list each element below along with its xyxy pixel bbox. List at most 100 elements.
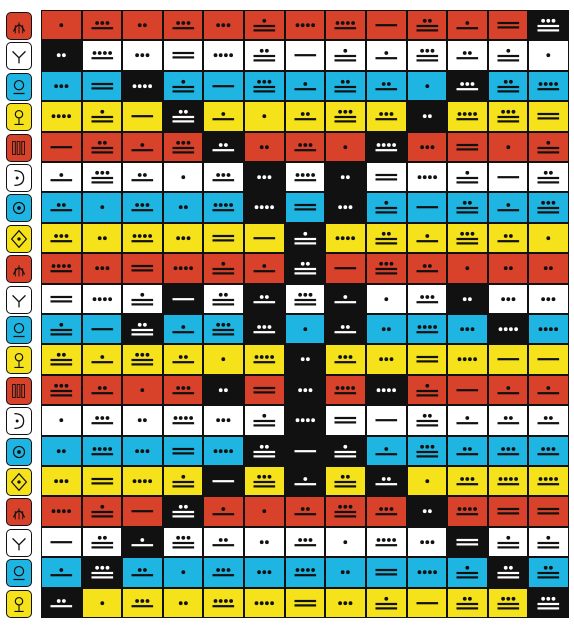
tzolkin-day-cell [162,374,204,406]
day-number-numeral [456,112,479,121]
tzolkin-day-cell [203,70,245,102]
day-number-numeral [500,296,516,301]
tzolkin-day-cell [162,131,204,162]
day-number-numeral [497,79,519,93]
day-number-numeral [212,173,235,182]
tzolkin-day-cell [325,344,366,375]
tzolkin-day-cell [122,40,163,71]
day-number-numeral [253,355,276,364]
day-number-numeral [294,142,316,151]
tzolkin-day-cell [365,496,407,527]
tzolkin-day-cell [284,40,326,71]
day-number-numeral [181,570,186,575]
day-number-numeral [50,295,73,303]
tzolkin-day-cell-highlighted [325,435,366,466]
day-number-numeral [375,262,398,275]
day-number-numeral [294,173,316,182]
day-number-numeral [178,600,188,605]
tzolkin-day-cell [447,192,488,223]
day-number-numeral [50,540,73,544]
tzolkin-day-cell [284,526,326,558]
tzolkin-day-cell [365,192,407,223]
tzolkin-day-cell-highlighted [487,314,529,345]
day-number-numeral [334,385,357,395]
tzolkin-day-cell [81,526,123,558]
tzolkin-day-cell [447,40,488,71]
tzolkin-day-cell [406,40,448,71]
day-number-numeral [506,144,510,149]
tzolkin-day-cell [365,40,407,71]
day-number-numeral [91,170,113,184]
day-number-numeral [100,600,104,605]
tzolkin-day-cell [365,10,407,41]
akbal-glyph-icon [6,72,32,101]
day-number-numeral [92,296,112,301]
day-number-numeral [416,325,438,334]
tzolkin-day-cell [528,283,569,314]
day-number-numeral [257,175,272,180]
day-number-numeral [456,170,479,184]
day-number-numeral [91,110,113,123]
day-number-numeral [212,112,235,121]
day-number-numeral [131,537,154,547]
day-number-numeral [334,110,357,123]
day-number-numeral [497,596,519,610]
tzolkin-day-cell [244,587,285,618]
tzolkin-day-cell [325,10,366,41]
day-number-numeral [216,23,231,28]
day-number-numeral [497,416,519,425]
day-number-numeral [54,479,69,484]
day-number-numeral [50,233,73,243]
tzolkin-day-cell-highlighted [406,496,448,527]
tzolkin-day-cell [406,374,448,406]
day-number-numeral [50,598,73,607]
tzolkin-day-cell [203,587,245,618]
tzolkin-day-cell-highlighted [325,192,366,223]
day-number-numeral [216,418,231,423]
tzolkin-day-cell [528,131,569,162]
day-number-numeral [172,297,194,300]
day-number-numeral [384,296,389,301]
ik-glyph-icon [6,42,32,71]
day-number-numeral [172,110,194,123]
day-number-numeral [497,21,519,29]
tzolkin-day-cell [528,222,569,254]
tzolkin-day-cell [122,405,163,436]
tzolkin-day-cell [487,70,529,102]
day-number-numeral [375,201,398,214]
day-number-numeral [456,388,479,392]
tzolkin-day-cell [284,70,326,102]
tzolkin-day-cell [406,162,448,193]
tzolkin-day-cell [41,344,82,375]
tzolkin-day-cell [81,435,123,466]
tzolkin-day-cell [203,192,245,223]
tzolkin-day-cell-highlighted [365,374,407,406]
tzolkin-day-cell [244,70,285,102]
day-number-numeral [50,353,73,366]
day-number-numeral [91,505,113,518]
tzolkin-day-cell [162,192,204,223]
day-number-numeral [416,356,438,363]
day-number-numeral [416,233,438,243]
day-number-numeral [262,509,267,514]
tzolkin-day-cell [325,253,366,284]
day-number-numeral [253,236,276,240]
tzolkin-day-cell [487,192,529,223]
tzolkin-day-cell [244,10,285,41]
day-number-numeral [172,21,194,30]
tzolkin-day-cell [122,557,163,588]
day-number-numeral [497,233,519,243]
day-number-numeral [138,23,148,28]
tzolkin-day-cell [487,405,529,436]
tzolkin-day-cell [81,405,123,436]
tzolkin-day-cell [487,587,529,618]
day-number-numeral [219,388,229,392]
tzolkin-day-cell [406,10,448,41]
tzolkin-day-cell [41,374,82,406]
tzolkin-day-cell-highlighted [244,314,285,345]
chuwen-glyph-icon [6,316,32,344]
men-glyph-icon [6,437,32,466]
day-number-numeral [294,507,316,516]
tzolkin-day-cell [162,314,204,345]
tzolkin-day-cell [406,405,448,436]
